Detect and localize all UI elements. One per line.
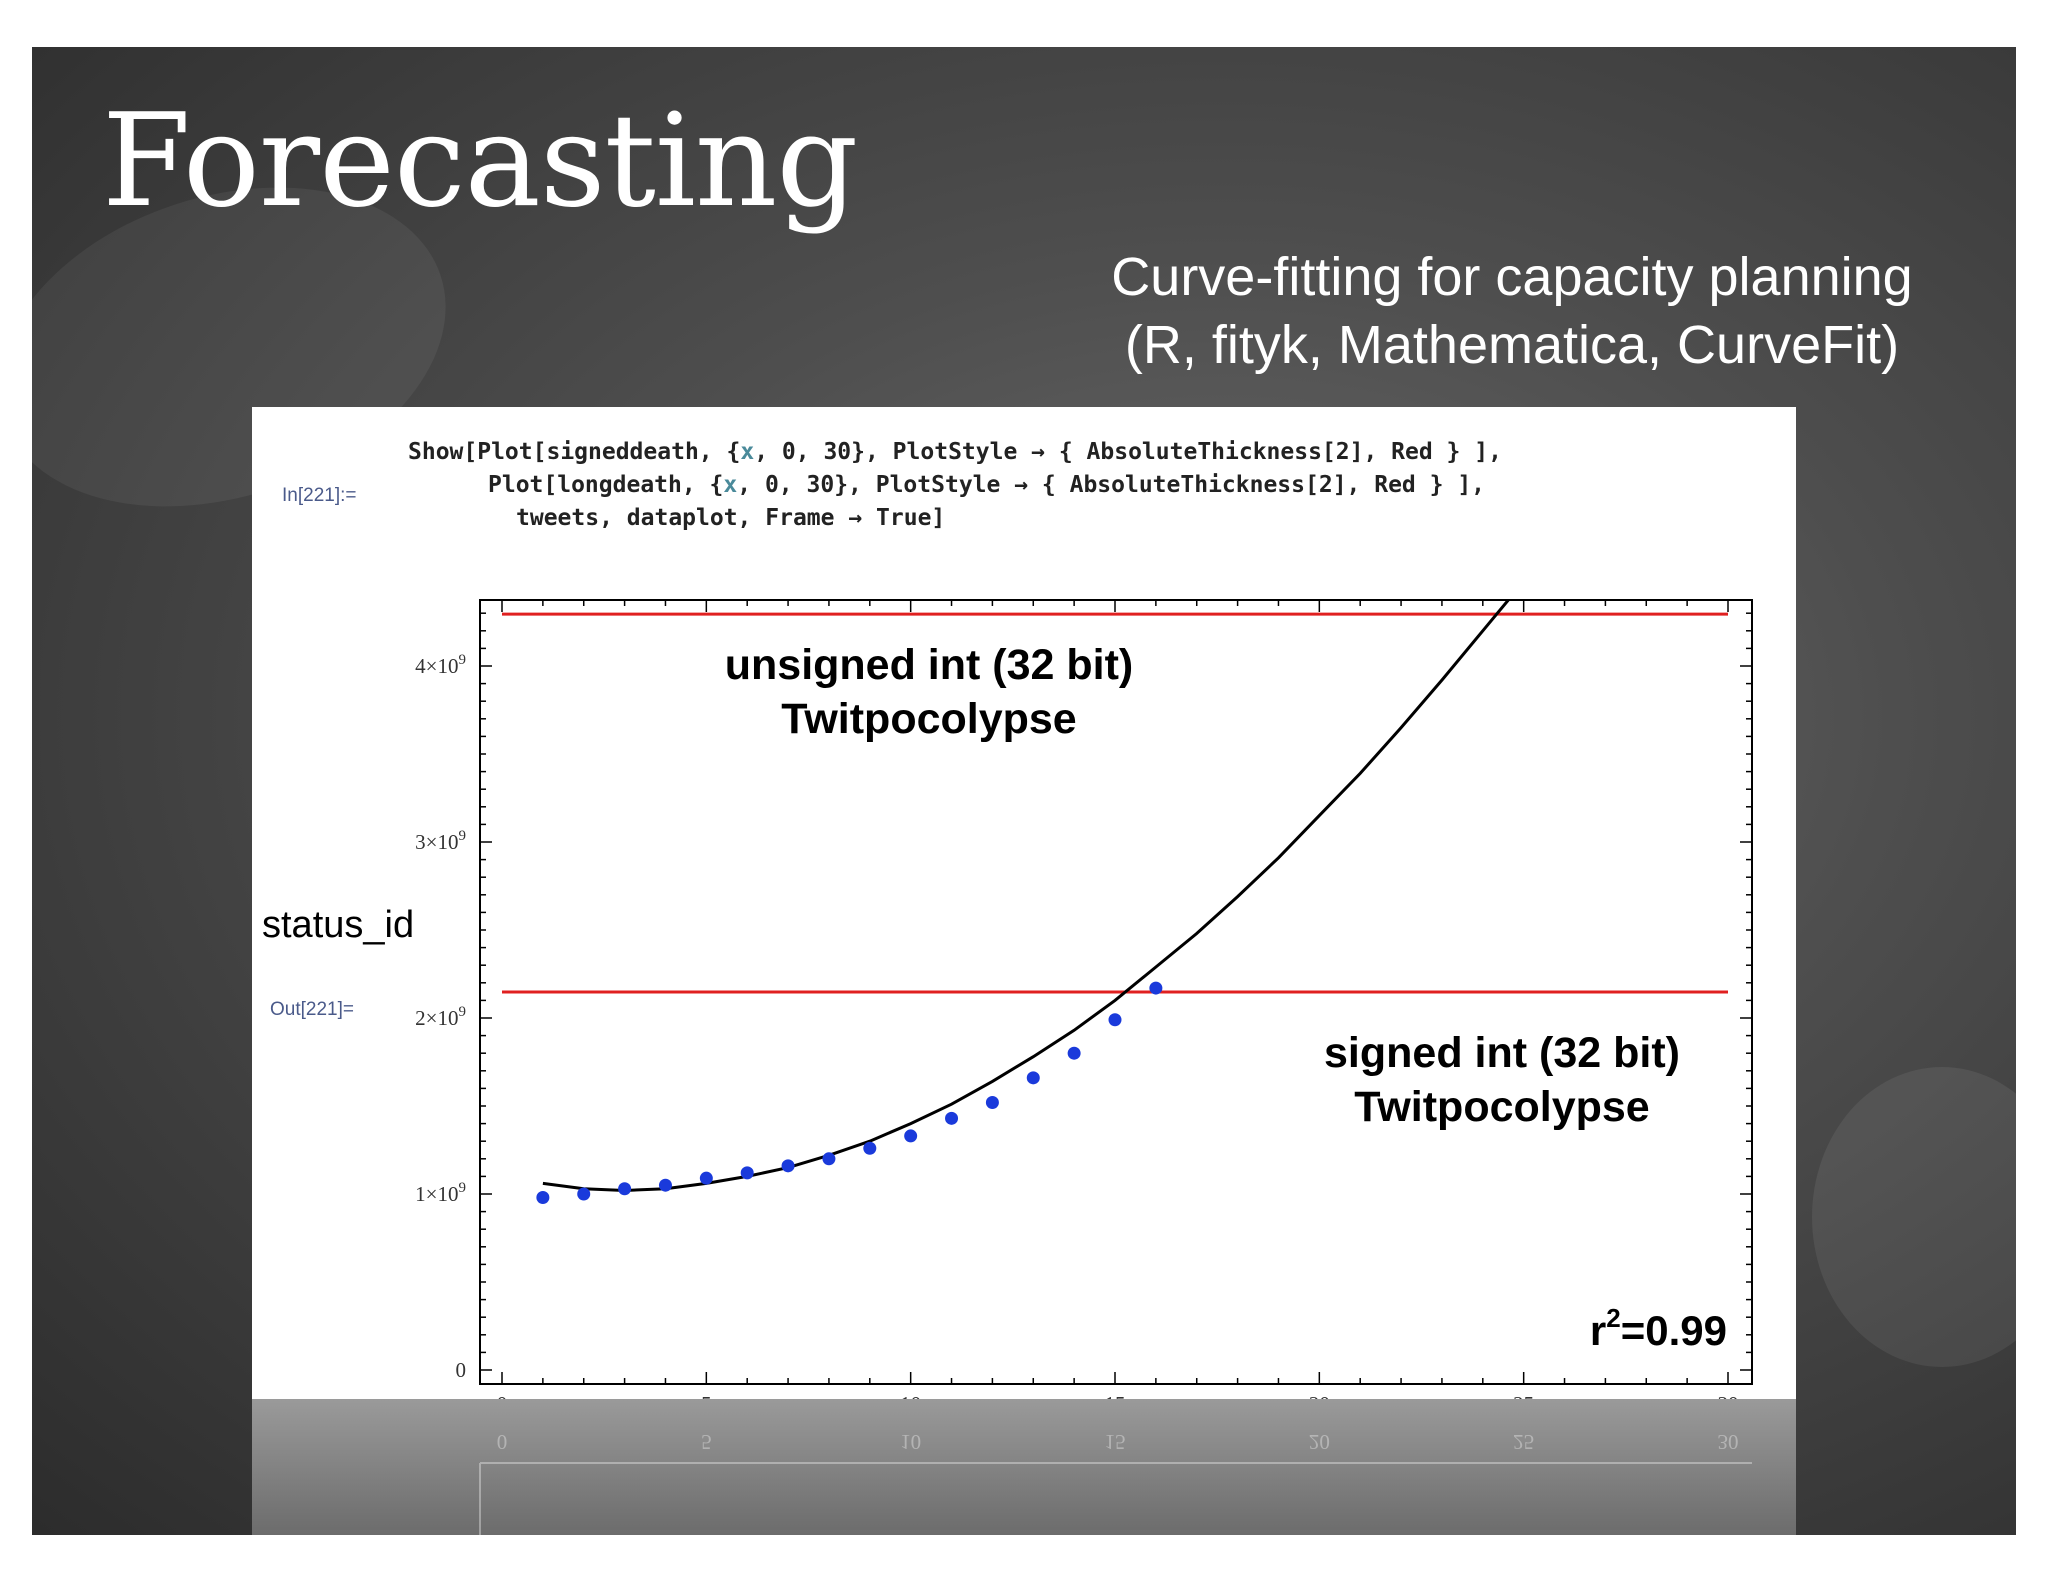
subtitle-line-2: (R, fityk, Mathematica, CurveFit) [1124, 315, 1900, 375]
data-point [618, 1182, 632, 1196]
reflection-tick-label: 20 [1309, 1430, 1330, 1454]
data-point [781, 1159, 795, 1173]
y-tick-label: 4×109 [415, 652, 466, 678]
unsigned-annotation-line1: unsigned int (32 bit) [725, 641, 1133, 689]
signed-annotation-line2: Twitpocolypse [1354, 1083, 1649, 1131]
code-line-2: Plot[longdeath, {x, 0, 30}, PlotStyle → … [488, 472, 1486, 498]
reflection-tick-label: 15 [1105, 1430, 1126, 1454]
slide-subtitle: Curve-fitting for capacity planning (R, … [1032, 243, 1992, 379]
slide-title: Forecasting [102, 87, 858, 236]
data-point [985, 1095, 999, 1109]
subtitle-line-1: Curve-fitting for capacity planning [1111, 247, 1913, 307]
code-line-3: tweets, dataplot, Frame → True] [516, 505, 946, 531]
reflection-tick-label: 30 [1718, 1430, 1739, 1454]
x-tick-label: 5 [701, 1392, 712, 1399]
data-point [945, 1111, 959, 1125]
code-line-1: Show[Plot[signeddeath, {x, 0, 30}, PlotS… [408, 439, 1502, 465]
data-point [658, 1178, 672, 1192]
reflection-tick-label: 25 [1513, 1430, 1534, 1454]
x-tick-label: 25 [1513, 1392, 1534, 1399]
x-tick-label: 15 [1105, 1392, 1126, 1399]
x-tick-label: 10 [900, 1392, 921, 1399]
data-point [740, 1166, 754, 1180]
data-point [1067, 1046, 1081, 1060]
y-tick-label: 0 [456, 1358, 467, 1382]
plot-frame [479, 599, 1753, 1385]
data-point [1108, 1013, 1122, 1027]
reflection-tick-label: 10 [900, 1430, 921, 1454]
data-point [699, 1171, 713, 1185]
y-tick-label: 3×109 [415, 828, 466, 854]
signed-annotation-line1: signed int (32 bit) [1324, 1029, 1680, 1077]
x-tick-label: 20 [1309, 1392, 1330, 1399]
x-tick-label: 30 [1718, 1392, 1739, 1399]
unsigned-annotation-line2: Twitpocolypse [781, 695, 1076, 743]
data-point [577, 1187, 591, 1201]
background-leaf-texture [1812, 1067, 2016, 1367]
data-point [822, 1152, 836, 1166]
reflection-axis: 0 5 10 15 20 25 30 [479, 1430, 1752, 1535]
r-squared-label: r2=0.99 [1590, 1303, 1727, 1354]
data-point [863, 1141, 877, 1155]
forecast-chart: 0 5 10 15 20 25 30 0 1×109 2×109 3×109 4×109 status… [262, 599, 1753, 1399]
data-point [904, 1129, 918, 1143]
mathematica-notebook-panel: In[221]:= Show[Plot[signeddeath, {x, 0, … [252, 407, 1796, 1399]
data-point [1026, 1071, 1040, 1085]
reflection-tick-label: 5 [701, 1430, 712, 1454]
panel-reflection: 0 5 10 15 20 25 30 [252, 1399, 1796, 1535]
x-tick-label: 0 [497, 1392, 508, 1399]
y-tick-label: 1×109 [415, 1180, 466, 1206]
output-cell-label: Out[221]= [270, 999, 354, 1020]
y-tick-label: 2×109 [415, 1004, 466, 1030]
reflection-tick-label: 0 [497, 1430, 508, 1454]
fit-curve [542, 600, 1511, 1193]
y-axis-label: status_id [262, 904, 414, 946]
slide: Forecasting Curve-fitting for capacity p… [32, 47, 2016, 1535]
data-point [1149, 981, 1163, 995]
input-cell-label: In[221]:= [282, 485, 357, 506]
data-point [536, 1191, 550, 1205]
